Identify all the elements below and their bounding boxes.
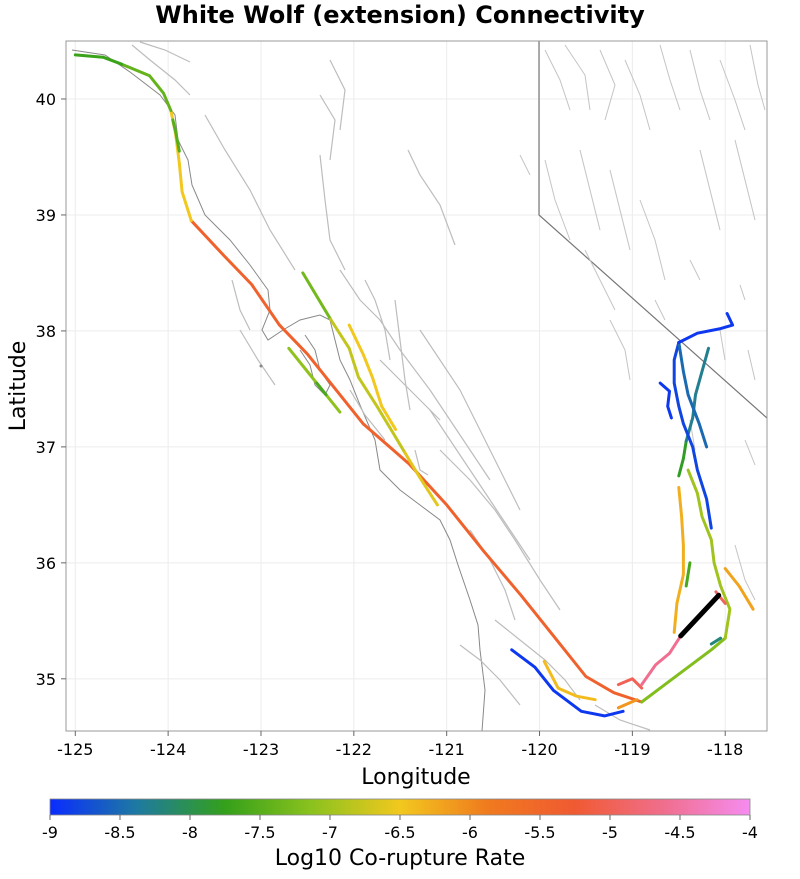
fault-trace bbox=[677, 341, 709, 449]
fault-trace bbox=[640, 634, 683, 687]
colorbar-title: Log10 Co-rupture Rate bbox=[275, 846, 526, 871]
fault-trace bbox=[301, 271, 333, 321]
colorbar-tick-label: -8 bbox=[182, 823, 198, 842]
x-axis-title: Longitude bbox=[361, 765, 470, 790]
fault-trace bbox=[616, 698, 639, 710]
x-tick-label: -119 bbox=[614, 740, 650, 759]
colorbar-tick-label: -5.5 bbox=[524, 823, 555, 842]
fault-trace bbox=[542, 659, 597, 702]
fault-trace bbox=[709, 636, 723, 646]
fault-trace bbox=[616, 677, 644, 690]
fault-trace bbox=[403, 451, 439, 507]
x-tick-label: -121 bbox=[429, 740, 465, 759]
y-tick-label: 37 bbox=[36, 438, 56, 457]
source-fault-trace bbox=[678, 592, 722, 639]
source-fault bbox=[678, 592, 722, 639]
page-title: White Wolf (extension) Connectivity bbox=[155, 1, 645, 29]
plot-frame bbox=[65, 40, 768, 732]
colorbar-tick-label: -7.5 bbox=[244, 823, 275, 842]
y-tick-label: 40 bbox=[36, 90, 56, 109]
colorbar bbox=[49, 798, 751, 816]
colorbar-tick-label: -4.5 bbox=[664, 823, 695, 842]
x-axis-ticks: -125 -124 -123 -122 -121 -120 -119 -118 bbox=[57, 731, 743, 759]
fault-trace bbox=[640, 636, 727, 704]
state-border bbox=[538, 41, 767, 419]
colorbar-tick-label: -7 bbox=[322, 823, 338, 842]
fault-trace bbox=[329, 317, 407, 455]
x-tick-label: -118 bbox=[707, 740, 743, 759]
y-tick-label: 35 bbox=[36, 670, 56, 689]
colorbar-tick-label: -9 bbox=[42, 823, 58, 842]
fault-trace bbox=[315, 381, 328, 397]
island-dot bbox=[259, 364, 263, 368]
fault-trace bbox=[672, 341, 713, 530]
fault-trace bbox=[684, 561, 692, 588]
x-tick-label: -120 bbox=[521, 740, 557, 759]
fault-trace bbox=[287, 346, 342, 414]
colorbar-tick-label: -4 bbox=[742, 823, 758, 842]
colorbar-tick-label: -5 bbox=[602, 823, 618, 842]
map-background bbox=[71, 41, 767, 731]
x-tick-label: -123 bbox=[243, 740, 279, 759]
fault-trace bbox=[510, 648, 625, 718]
fault-trace bbox=[171, 118, 181, 153]
y-tick-label: 39 bbox=[36, 206, 56, 225]
fault-trace bbox=[686, 468, 732, 640]
bay-shoreline bbox=[299, 334, 331, 396]
fault-trace bbox=[189, 219, 644, 704]
fault-trace bbox=[347, 323, 398, 431]
y-axis-ticks: 35 36 37 38 39 40 bbox=[36, 90, 66, 689]
y-tick-label: 36 bbox=[36, 554, 56, 573]
colored-faults bbox=[73, 53, 755, 718]
colorbar-tick-label: -6 bbox=[462, 823, 478, 842]
y-axis-title: Latitude bbox=[6, 341, 31, 432]
fault-trace bbox=[672, 486, 685, 634]
x-tick-label: -124 bbox=[150, 740, 186, 759]
coastline bbox=[71, 49, 486, 731]
x-tick-label: -122 bbox=[336, 740, 372, 759]
fault-trace bbox=[120, 62, 173, 113]
y-tick-label: 38 bbox=[36, 322, 56, 341]
great-basin-faults bbox=[519, 44, 766, 601]
fault-trace bbox=[677, 312, 735, 344]
x-tick-label: -125 bbox=[57, 740, 93, 759]
background-faults bbox=[131, 41, 651, 731]
fault-trace bbox=[677, 439, 688, 478]
colorbar-tick-label: -8.5 bbox=[104, 823, 135, 842]
colorbar-tick-label: -6.5 bbox=[384, 823, 415, 842]
fault-trace bbox=[658, 381, 673, 420]
fault-trace bbox=[73, 53, 124, 66]
fault-trace bbox=[684, 346, 710, 443]
colorbar-ticks: -9 -8.5 -8 -7.5 -7 -6.5 -6 -5.5 -5 -4.5 -4 bbox=[42, 815, 758, 842]
gridlines bbox=[66, 41, 767, 731]
fault-trace bbox=[723, 567, 755, 611]
